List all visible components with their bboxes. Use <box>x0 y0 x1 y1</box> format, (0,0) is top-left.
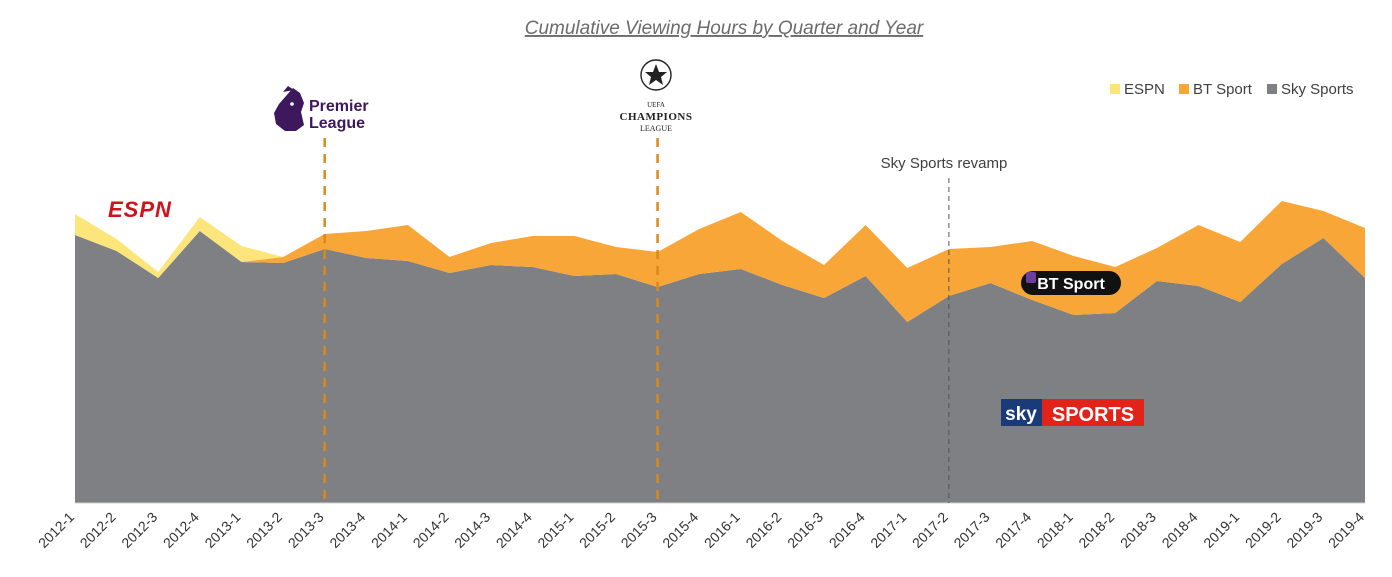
x-tick-label: 2016-2 <box>742 509 784 551</box>
x-tick-label: 2016-1 <box>701 509 743 551</box>
legend-label-sky-sports: Sky Sports <box>1281 81 1354 98</box>
champions-league-uefa: UEFA <box>647 101 665 109</box>
espn-logo-text: ESPN <box>108 197 172 222</box>
x-tick-label: 2014-3 <box>451 509 493 551</box>
sky-sports-sky-block <box>1001 399 1042 426</box>
legend-swatch-bt-sport <box>1179 84 1189 94</box>
x-tick-labels: 2012-1 2012-2 2012-3 2012-4 2013-1 2013-2 2013… <box>35 509 1367 551</box>
x-tick-label: 2014-2 <box>409 509 451 551</box>
x-tick-label: 2017-1 <box>867 509 909 551</box>
x-tick-label: 2016-3 <box>784 509 826 551</box>
bt-sport-logo-text: BT Sport <box>1037 276 1105 293</box>
x-tick-label: 2015-1 <box>534 509 576 551</box>
legend-swatch-sky-sports <box>1267 84 1277 94</box>
legend-label-espn: ESPN <box>1124 81 1165 98</box>
legend-swatch-espn <box>1110 84 1120 94</box>
bt-sport-accent <box>1026 272 1036 283</box>
x-tick-label: 2015-3 <box>618 509 660 551</box>
x-tick-label: 2013-1 <box>201 509 243 551</box>
sky-sports-sports-text: SPORTS <box>1052 404 1134 426</box>
lion-icon <box>274 86 304 131</box>
x-tick-label: 2012-3 <box>118 509 160 551</box>
x-tick-label: 2019-2 <box>1242 509 1284 551</box>
x-tick-label: 2019-1 <box>1200 509 1242 551</box>
bt-sport-logo: BT Sport <box>1021 271 1121 295</box>
stacked-areas <box>75 201 1365 503</box>
x-tick-label: 2017-2 <box>909 509 951 551</box>
annotation-sky-sports-revamp: Sky Sports revamp <box>881 155 1008 172</box>
x-tick-label: 2012-4 <box>160 509 202 551</box>
bt-sport-badge <box>1021 271 1121 295</box>
x-tick-label: 2013-3 <box>285 509 327 551</box>
x-tick-label: 2018-4 <box>1159 509 1201 551</box>
x-tick-label: 2013-4 <box>326 509 368 551</box>
x-tick-label: 2018-3 <box>1117 509 1159 551</box>
champions-league-logo: UEFA CHAMPIONS LEAGUE <box>620 59 693 133</box>
area-sky-sports <box>75 231 1365 503</box>
x-tick-label: 2019-4 <box>1325 509 1367 551</box>
x-tick-label: 2012-2 <box>77 509 119 551</box>
x-tick-label: 2014-4 <box>493 509 535 551</box>
chart-title: Cumulative Viewing Hours by Quarter and … <box>525 18 924 39</box>
legend-label-bt-sport: BT Sport <box>1193 81 1253 98</box>
sky-sports-logo: sky SPORTS <box>1001 399 1144 426</box>
starball-icon <box>640 59 672 91</box>
x-tick-label: 2015-4 <box>659 509 701 551</box>
x-tick-label: 2018-2 <box>1075 509 1117 551</box>
x-tick-label: 2013-2 <box>243 509 285 551</box>
sky-sports-sports-block <box>1042 399 1144 426</box>
champions-league-line1: CHAMPIONS <box>620 111 693 123</box>
x-tick-label: 2015-2 <box>576 509 618 551</box>
x-tick-label: 2016-4 <box>826 509 868 551</box>
champions-league-line2: LEAGUE <box>640 124 672 133</box>
x-tick-label: 2017-4 <box>992 509 1034 551</box>
event-markers <box>323 138 950 503</box>
sky-sports-sky-text: sky <box>1005 404 1037 425</box>
x-tick-label: 2012-1 <box>35 509 77 551</box>
legend: ESPN BT Sport Sky Sports <box>1110 81 1354 98</box>
x-tick-label: 2014-1 <box>368 509 410 551</box>
x-tick-label: 2017-3 <box>950 509 992 551</box>
x-tick-label: 2019-3 <box>1283 509 1325 551</box>
premier-league-line2: League <box>309 115 365 132</box>
x-tick-label: 2018-1 <box>1034 509 1076 551</box>
espn-logo: ESPN <box>108 197 172 222</box>
premier-league-logo: Premier League <box>274 86 369 132</box>
premier-league-line1: Premier <box>309 98 369 115</box>
